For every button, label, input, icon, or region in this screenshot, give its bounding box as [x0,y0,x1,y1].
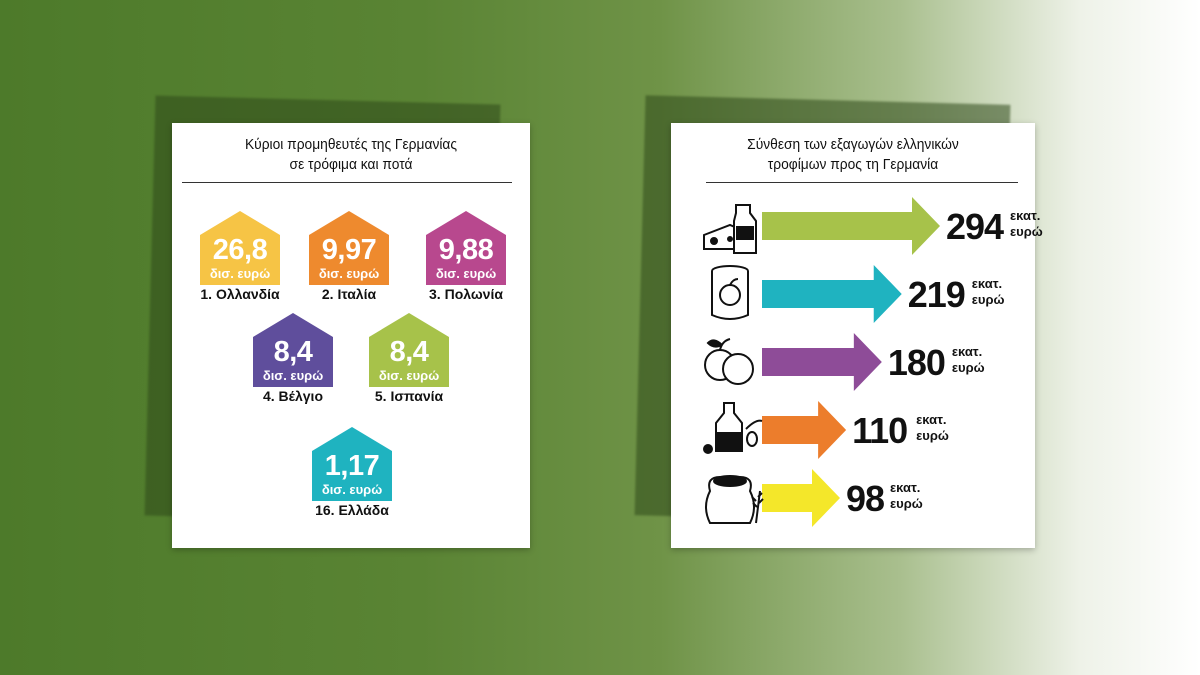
house-fill [426,211,506,285]
exports-title: Σύνθεση των εξαγωγών ελληνικών τροφίμων … [686,135,1021,175]
olive-oil-icon [703,402,763,454]
supplier-badge: 8,4 δισ. ευρώ 5. Ισπανία [349,313,469,405]
exports-title-line1: Σύνθεση των εξαγωγών ελληνικών [747,136,959,153]
house-shape [369,313,449,387]
supplier-unit: δισ. ευρώ [321,482,383,497]
export-unit-line1: εκατ. [951,344,983,359]
export-unit-line2: ευρώ [890,496,923,511]
export-row: 219 εκατ. ευρώ [700,263,1030,323]
export-row: 180 εκατ. ευρώ [700,331,1030,391]
house-shape [312,427,392,501]
supplier-value: 1,17 [324,450,380,482]
exports-title-line2: τροφίμων προς τη Γερμανία [767,156,939,173]
supplier-value: 8,4 [389,336,429,368]
export-unit-line2: ευρώ [1010,224,1043,239]
supplier-badge: 26,8 δισ. ευρώ 1. Ολλανδία [180,211,300,303]
supplier-unit: δισ. ευρώ [378,368,440,383]
flour-sack-icon [705,475,764,524]
export-arrow [704,333,882,391]
suppliers-panel: Κύριοι προμηθευτές της Γερμανίας σε τρόφ… [172,123,530,548]
export-arrow-shape [762,333,882,391]
house-fill [369,313,449,387]
export-unit-line2: ευρώ [916,428,949,443]
export-arrow-shape [762,401,847,459]
supplier-value: 9,88 [438,234,494,266]
house-fill [200,211,280,285]
house-shape [253,313,333,387]
house-fill [309,211,389,285]
export-value: 98 [846,478,885,519]
export-arrow-shape [762,197,940,255]
export-unit-line1: εκατ. [890,480,921,495]
export-arrow [703,401,847,459]
house-shape [426,211,506,285]
house-fill [253,313,333,387]
cheese-milk-icon [703,204,757,254]
supplier-badge: 9,88 δισ. ευρώ 3. Πολωνία [406,211,526,303]
supplier-badge: 8,4 δισ. ευρώ 4. Βέλγιο [233,313,353,405]
supplier-badge: 9,97 δισ. ευρώ 2. Ιταλία [289,211,409,303]
export-arrow-shape [762,469,840,527]
export-unit-line1: εκατ. [916,412,947,427]
export-unit-line2: ευρώ [971,292,1005,307]
supplier-unit: δισ. ευρώ [209,266,271,281]
supplier-country-label: 2. Ιταλία [289,285,409,303]
supplier-country-label: 3. Πολωνία [406,285,526,303]
export-value: 110 [852,410,908,451]
export-arrow [711,265,902,323]
export-arrow [705,469,840,527]
suppliers-title-rule [182,182,512,183]
house-shape [200,211,280,285]
export-unit-line1: εκατ. [1010,208,1041,223]
supplier-value: 26,8 [212,234,268,266]
export-arrow [703,197,940,255]
export-unit-line2: ευρώ [951,360,985,375]
supplier-value: 8,4 [273,336,313,368]
export-value: 180 [887,342,946,383]
export-value: 219 [907,274,966,315]
export-unit-line1: εκατ. [971,276,1003,291]
canned-fruit-icon [711,265,749,320]
supplier-country-label: 5. Ισπανία [349,387,469,405]
export-row: 110 εκατ. ευρώ [700,399,1030,459]
supplier-value: 9,97 [321,234,377,266]
suppliers-title: Κύριοι προμηθευτές της Γερμανίας σε τρόφ… [186,135,515,175]
supplier-unit: δισ. ευρώ [318,266,380,281]
house-fill [312,427,392,501]
supplier-badge: 1,17 δισ. ευρώ 16. Ελλάδα [292,427,412,519]
export-value: 294 [946,206,1004,247]
house-shape [309,211,389,285]
suppliers-title-line2: σε τρόφιμα και ποτά [289,156,413,173]
supplier-country-label: 1. Ολλανδία [180,285,300,303]
supplier-unit: δισ. ευρώ [262,368,324,383]
suppliers-title-line1: Κύριοι προμηθευτές της Γερμανίας [244,136,458,153]
supplier-country-label: 4. Βέλγιο [233,387,353,405]
supplier-unit: δισ. ευρώ [435,266,497,281]
apple-peach-icon [704,338,754,385]
exports-title-rule [706,182,1018,183]
export-row: 294 εκατ. ευρώ [700,195,1043,255]
supplier-country-label: 16. Ελλάδα [292,501,412,519]
export-arrow-shape [762,265,902,323]
export-row: 98 εκατ. ευρώ [700,467,1030,527]
